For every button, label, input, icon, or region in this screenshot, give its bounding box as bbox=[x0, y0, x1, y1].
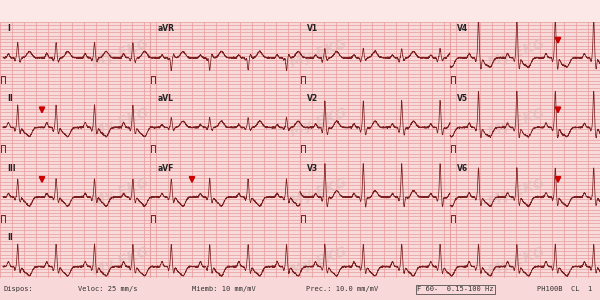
Text: My EKG: My EKG bbox=[288, 106, 348, 139]
Text: My EKG: My EKG bbox=[288, 36, 348, 70]
Text: V3: V3 bbox=[307, 164, 319, 172]
Text: aVR: aVR bbox=[157, 24, 174, 33]
Text: F 60-  0.15-100 Hz: F 60- 0.15-100 Hz bbox=[417, 286, 493, 292]
Text: My EKG: My EKG bbox=[90, 176, 150, 209]
Text: V5: V5 bbox=[457, 94, 468, 103]
Text: My EKG: My EKG bbox=[486, 106, 546, 139]
Text: My EKG: My EKG bbox=[486, 245, 546, 278]
Text: My EKG: My EKG bbox=[90, 36, 150, 70]
Text: II: II bbox=[7, 233, 13, 242]
Text: V6: V6 bbox=[457, 164, 469, 172]
Text: My EKG: My EKG bbox=[486, 176, 546, 209]
Text: My EKG: My EKG bbox=[90, 245, 150, 278]
Text: PH100B  CL  1: PH100B CL 1 bbox=[537, 286, 592, 292]
Text: My EKG: My EKG bbox=[486, 36, 546, 70]
Text: Miemb: 10 mm/mV: Miemb: 10 mm/mV bbox=[192, 286, 256, 292]
Text: Dispos:: Dispos: bbox=[3, 286, 33, 292]
Text: III: III bbox=[7, 164, 16, 172]
Text: V1: V1 bbox=[307, 24, 319, 33]
Text: My EKG: My EKG bbox=[288, 176, 348, 209]
Text: II: II bbox=[7, 94, 13, 103]
Text: I: I bbox=[7, 24, 10, 33]
Text: My EKG: My EKG bbox=[288, 245, 348, 278]
Text: V2: V2 bbox=[307, 94, 319, 103]
Text: Veloc: 25 mm/s: Veloc: 25 mm/s bbox=[78, 286, 137, 292]
Text: aVF: aVF bbox=[157, 164, 173, 172]
Text: V4: V4 bbox=[457, 24, 469, 33]
Text: Prec.: 10.0 mm/mV: Prec.: 10.0 mm/mV bbox=[306, 286, 378, 292]
Text: My EKG: My EKG bbox=[90, 106, 150, 139]
Text: aVL: aVL bbox=[157, 94, 173, 103]
